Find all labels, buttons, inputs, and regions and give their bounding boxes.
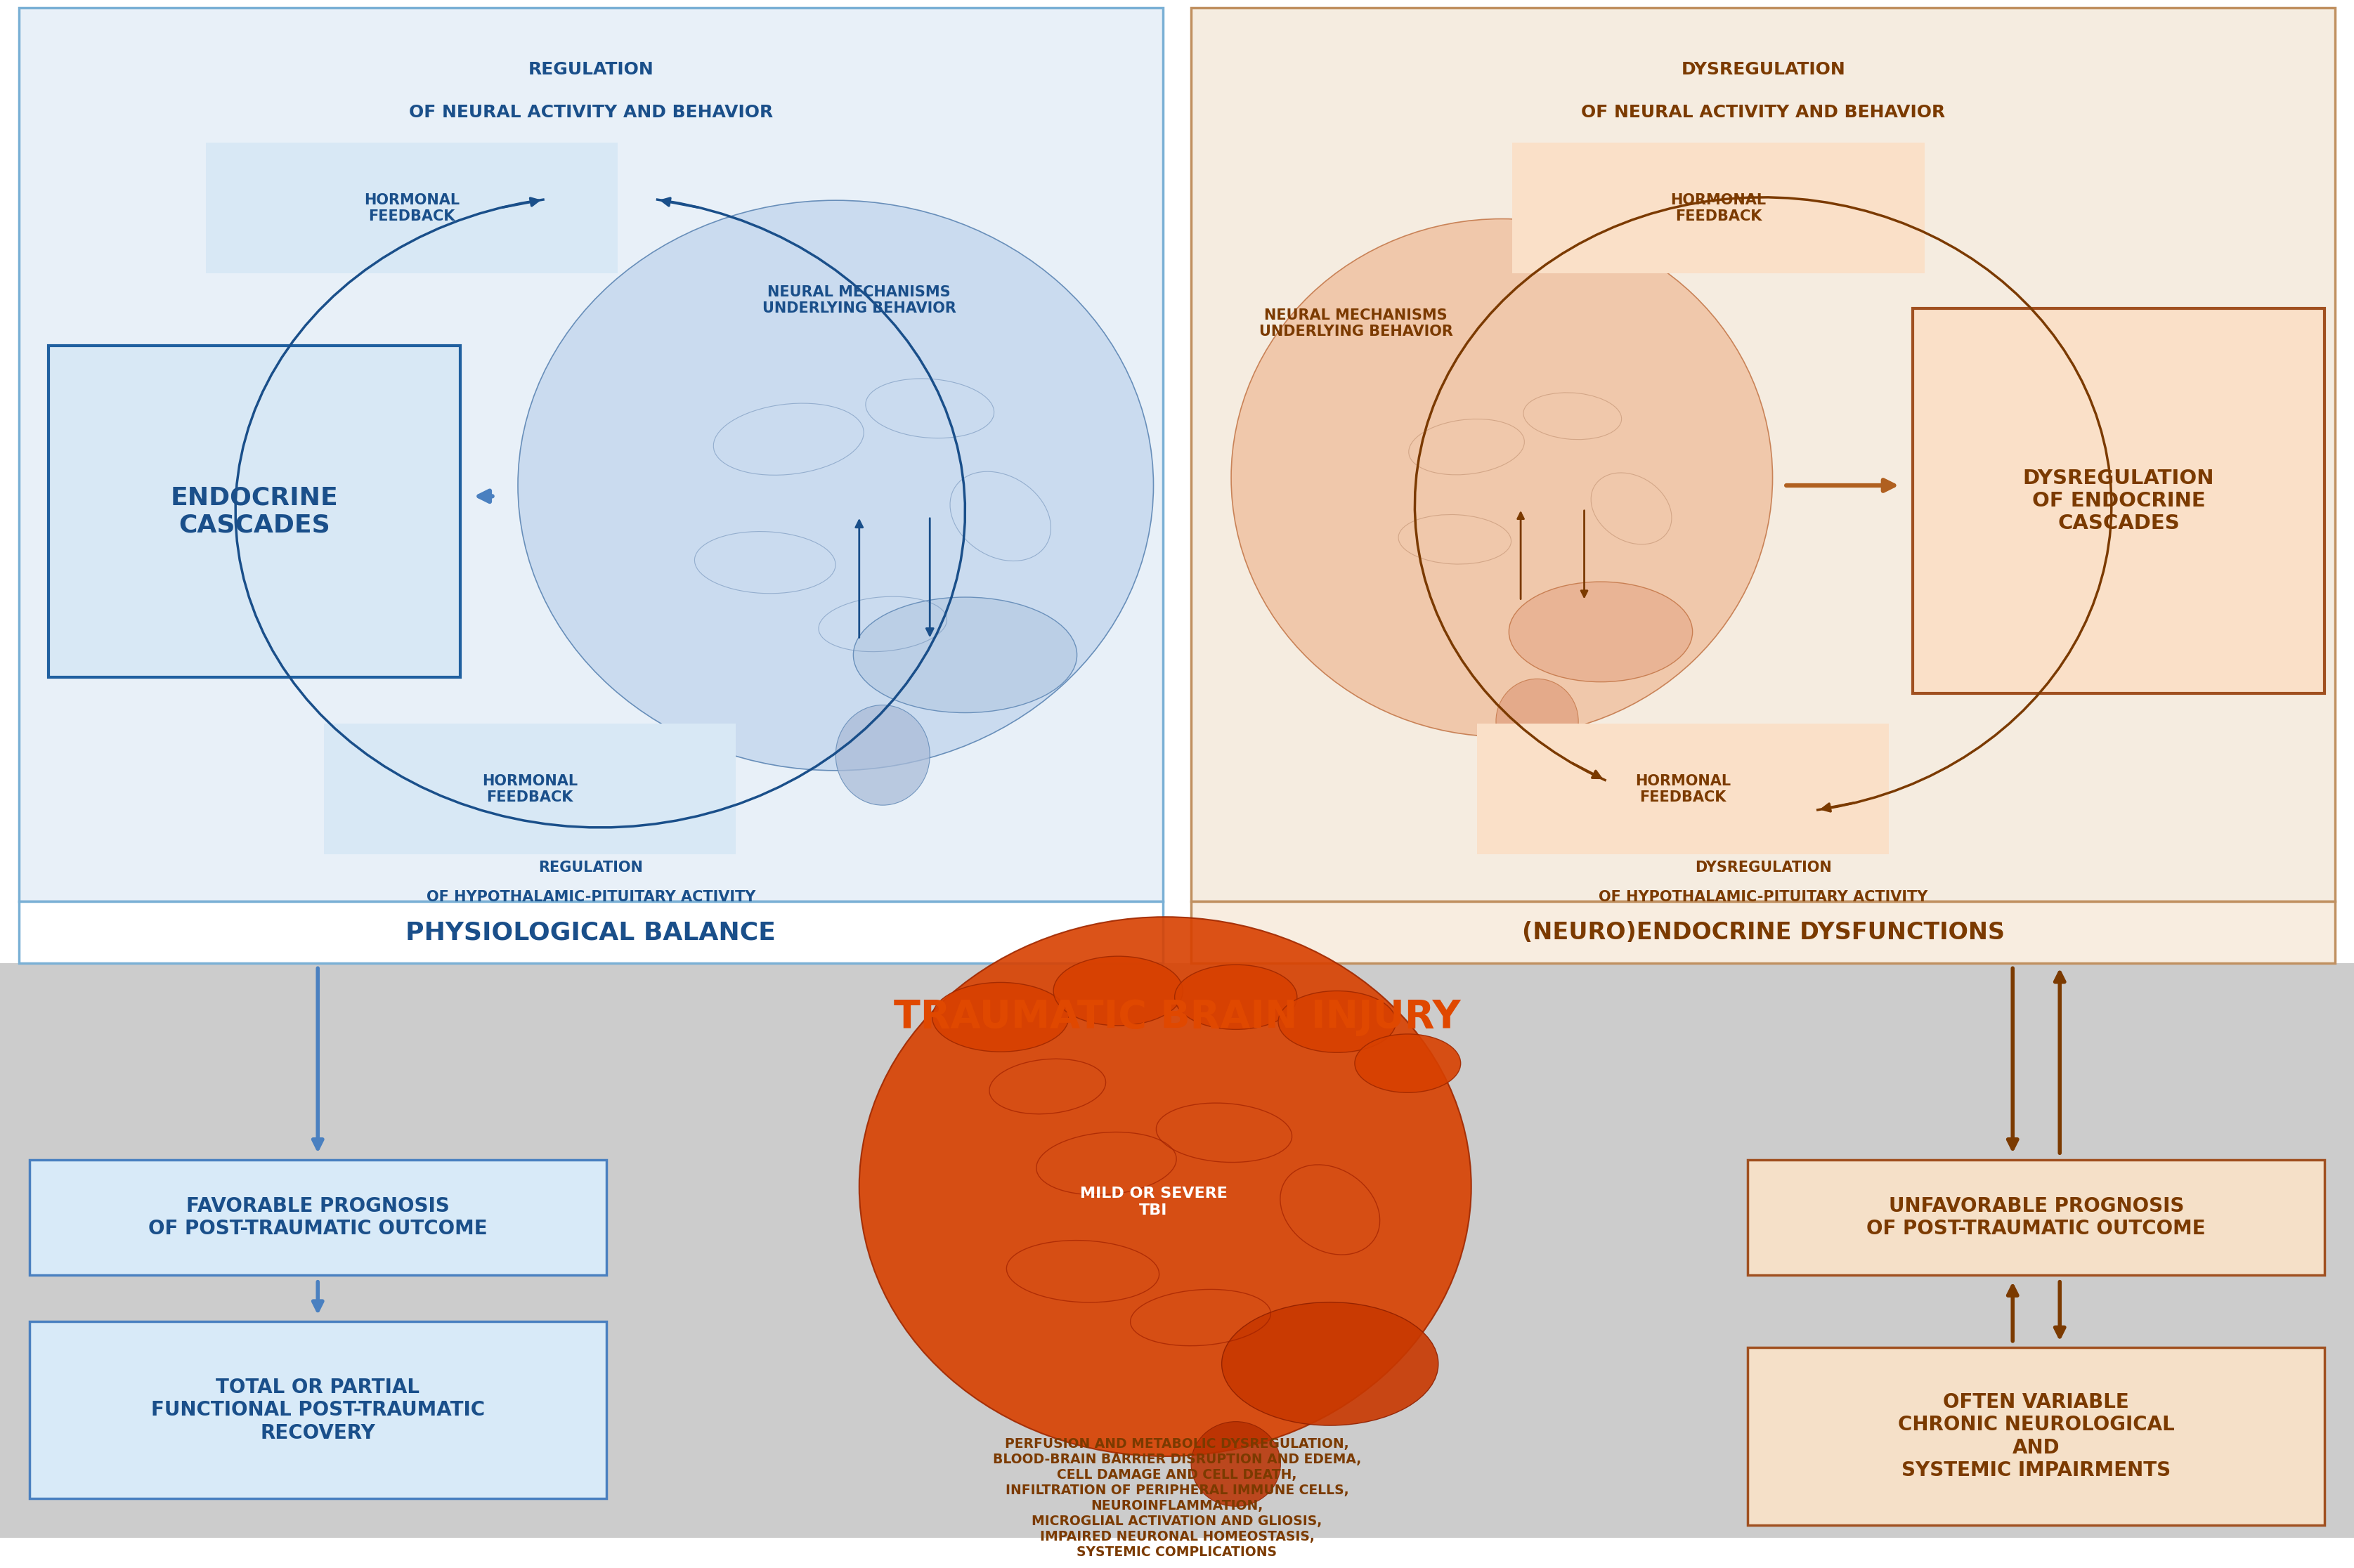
Ellipse shape [836,706,930,806]
FancyBboxPatch shape [1911,309,2326,693]
Text: TRAUMATIC BRAIN INJURY: TRAUMATIC BRAIN INJURY [895,999,1459,1036]
FancyBboxPatch shape [1191,902,2335,963]
Text: FAVORABLE PROGNOSIS
OF POST-TRAUMATIC OUTCOME: FAVORABLE PROGNOSIS OF POST-TRAUMATIC OU… [148,1196,487,1239]
Ellipse shape [1278,991,1396,1052]
Text: TOTAL OR PARTIAL
FUNCTIONAL POST-TRAUMATIC
RECOVERY: TOTAL OR PARTIAL FUNCTIONAL POST-TRAUMAT… [151,1377,485,1443]
Text: HORMONAL
FEEDBACK: HORMONAL FEEDBACK [483,775,577,804]
Ellipse shape [1509,582,1693,682]
FancyBboxPatch shape [31,1322,607,1499]
FancyBboxPatch shape [1191,8,2335,902]
Text: PHYSIOLOGICAL BALANCE: PHYSIOLOGICAL BALANCE [405,920,777,944]
Ellipse shape [1356,1033,1459,1093]
Text: OF NEURAL ACTIVITY AND BEHAVIOR: OF NEURAL ACTIVITY AND BEHAVIOR [1582,103,1944,121]
Ellipse shape [518,201,1153,770]
Text: NEURAL MECHANISMS
UNDERLYING BEHAVIOR: NEURAL MECHANISMS UNDERLYING BEHAVIOR [1259,309,1452,339]
Text: ENDOCRINE
CASCADES: ENDOCRINE CASCADES [169,486,339,538]
Text: DYSREGULATION
OF ENDOCRINE
CASCADES: DYSREGULATION OF ENDOCRINE CASCADES [2022,469,2215,533]
Text: OF HYPOTHALAMIC-PITUITARY ACTIVITY: OF HYPOTHALAMIC-PITUITARY ACTIVITY [426,891,756,903]
FancyBboxPatch shape [1478,723,1888,855]
Text: DYSREGULATION: DYSREGULATION [1695,861,1831,875]
Ellipse shape [1497,679,1580,764]
Text: OF NEURAL ACTIVITY AND BEHAVIOR: OF NEURAL ACTIVITY AND BEHAVIOR [410,103,772,121]
Text: MILD OR SEVERE
TBI: MILD OR SEVERE TBI [1080,1187,1226,1217]
Text: DYSREGULATION: DYSREGULATION [1681,61,1846,78]
Ellipse shape [1175,964,1297,1030]
FancyBboxPatch shape [0,963,2354,1071]
Ellipse shape [1231,220,1773,737]
Text: HORMONAL
FEEDBACK: HORMONAL FEEDBACK [1636,775,1730,804]
FancyBboxPatch shape [325,723,734,855]
Ellipse shape [852,597,1078,713]
Ellipse shape [932,983,1069,1052]
Text: PERFUSION AND METABOLIC DYSREGULATION,
BLOOD-BRAIN BARRIER DISRUPTION AND EDEMA,: PERFUSION AND METABOLIC DYSREGULATION, B… [993,1438,1361,1559]
FancyBboxPatch shape [31,1160,607,1275]
Text: HORMONAL
FEEDBACK: HORMONAL FEEDBACK [365,193,459,223]
FancyBboxPatch shape [49,347,461,677]
Ellipse shape [1191,1422,1281,1507]
FancyBboxPatch shape [1747,1347,2326,1524]
Text: OFTEN VARIABLE
CHRONIC NEUROLOGICAL
AND
SYSTEMIC IMPAIRMENTS: OFTEN VARIABLE CHRONIC NEUROLOGICAL AND … [1897,1392,2175,1480]
Ellipse shape [1055,956,1184,1025]
FancyBboxPatch shape [207,143,617,273]
FancyBboxPatch shape [19,902,1163,963]
FancyBboxPatch shape [19,8,1163,902]
Text: NEURAL MECHANISMS
UNDERLYING BEHAVIOR: NEURAL MECHANISMS UNDERLYING BEHAVIOR [763,285,956,315]
Text: UNFAVORABLE PROGNOSIS
OF POST-TRAUMATIC OUTCOME: UNFAVORABLE PROGNOSIS OF POST-TRAUMATIC … [1867,1196,2206,1239]
Text: (NEURO)ENDOCRINE DYSFUNCTIONS: (NEURO)ENDOCRINE DYSFUNCTIONS [1521,920,2006,944]
FancyBboxPatch shape [1747,1160,2326,1275]
Ellipse shape [1222,1301,1438,1425]
Ellipse shape [859,917,1471,1457]
Text: REGULATION: REGULATION [539,861,643,875]
Text: OF HYPOTHALAMIC-PITUITARY ACTIVITY: OF HYPOTHALAMIC-PITUITARY ACTIVITY [1598,891,1928,903]
Text: HORMONAL
FEEDBACK: HORMONAL FEEDBACK [1671,193,1766,223]
FancyBboxPatch shape [0,1071,2354,1538]
FancyBboxPatch shape [1511,143,1923,273]
Text: REGULATION: REGULATION [527,61,654,78]
